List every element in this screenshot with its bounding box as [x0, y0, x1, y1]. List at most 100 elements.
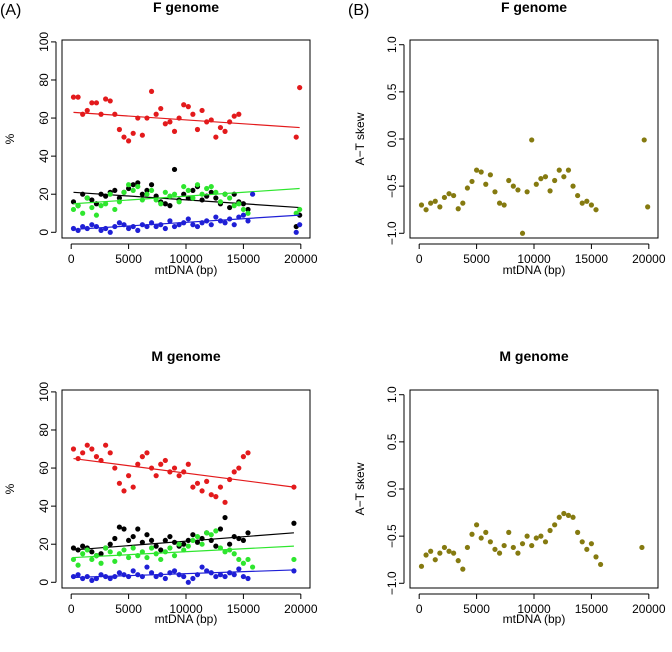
data-point: [222, 573, 228, 580]
data-point: [176, 199, 182, 205]
data-point: [125, 225, 132, 232]
data-point: [208, 492, 214, 498]
data-point: [144, 554, 150, 561]
data-point: [112, 558, 118, 564]
data-point: [116, 126, 123, 133]
data-point: [153, 543, 159, 549]
data-point: [171, 191, 178, 197]
series-red: [70, 442, 297, 505]
data-point: [70, 446, 77, 452]
data-point: [194, 182, 201, 188]
data-point: [245, 556, 251, 563]
series-green: [70, 182, 303, 218]
data-point: [487, 539, 493, 545]
data-point: [116, 195, 123, 201]
data-point: [227, 195, 233, 201]
data-point: [240, 212, 247, 218]
data-point: [176, 473, 182, 479]
data-point: [181, 183, 187, 190]
data-point: [441, 544, 448, 551]
data-point: [483, 181, 489, 187]
data-point: [291, 556, 297, 563]
data-point: [432, 198, 438, 204]
data-point: [107, 229, 113, 235]
data-point: [293, 134, 299, 140]
data-point: [204, 530, 210, 536]
data-point: [487, 172, 493, 178]
data-point: [162, 201, 168, 207]
data-point: [645, 204, 651, 210]
trend-line-green: [73, 187, 300, 205]
data-point: [130, 187, 136, 194]
data-point: [112, 187, 118, 194]
data-point: [423, 207, 429, 213]
y-tick-label: 80: [37, 73, 51, 87]
x-tick-label: 0: [416, 602, 423, 616]
data-point: [446, 191, 452, 197]
data-point: [451, 550, 457, 556]
data-point: [135, 526, 141, 532]
x-tick-label: 15000: [227, 602, 261, 616]
data-point: [245, 575, 251, 582]
data-point: [194, 533, 201, 540]
data-point: [552, 177, 558, 184]
data-point: [597, 561, 604, 568]
data-point: [93, 100, 100, 106]
data-point: [524, 189, 530, 195]
data-point: [437, 550, 443, 556]
x-tick-label: 5000: [115, 252, 142, 266]
data-point: [121, 547, 127, 553]
data-point: [236, 201, 242, 207]
data-point: [227, 204, 233, 211]
data-point: [93, 212, 100, 218]
trend-line-blue: [73, 214, 300, 231]
chart-title: F genome: [501, 0, 567, 15]
data-point: [538, 533, 544, 539]
y-tick-label: 100: [37, 32, 51, 52]
data-point: [240, 537, 247, 544]
data-point: [483, 529, 489, 535]
data-point: [446, 548, 452, 554]
x-tick-label: 20000: [284, 602, 318, 616]
data-point: [293, 229, 299, 235]
data-point: [556, 514, 562, 520]
data-point: [185, 104, 191, 110]
data-point: [176, 572, 182, 578]
data-point: [162, 549, 168, 555]
data-point: [181, 102, 187, 108]
plot-frame: [61, 39, 311, 239]
data-point: [570, 514, 576, 520]
y-tick-label: −0.5: [385, 524, 399, 548]
panel-label-a: (A): [0, 2, 21, 19]
data-point: [103, 442, 109, 448]
data-point: [116, 480, 123, 486]
y-tick-label: 1.0: [385, 36, 399, 53]
data-point: [204, 478, 210, 484]
data-point: [144, 564, 150, 570]
data-point: [130, 182, 136, 188]
data-point: [222, 514, 228, 521]
data-point: [213, 214, 219, 220]
data-point: [135, 183, 141, 190]
data-point: [245, 218, 251, 224]
data-point: [584, 546, 590, 552]
data-point: [125, 573, 132, 580]
data-point: [144, 450, 150, 456]
data-point: [125, 182, 132, 188]
chart-title: F genome: [153, 0, 219, 15]
data-point: [116, 570, 123, 576]
data-point: [217, 572, 224, 578]
data-point: [93, 553, 100, 559]
data-point: [181, 191, 187, 197]
data-point: [89, 446, 95, 452]
data-point: [75, 562, 81, 568]
data-point: [519, 230, 526, 236]
data-point: [103, 545, 109, 551]
series-red: [70, 84, 303, 144]
data-point: [190, 187, 196, 194]
data-point: [190, 222, 196, 228]
data-point: [171, 223, 178, 230]
data-point: [148, 182, 155, 188]
y-tick-label: 0.0: [385, 480, 399, 497]
